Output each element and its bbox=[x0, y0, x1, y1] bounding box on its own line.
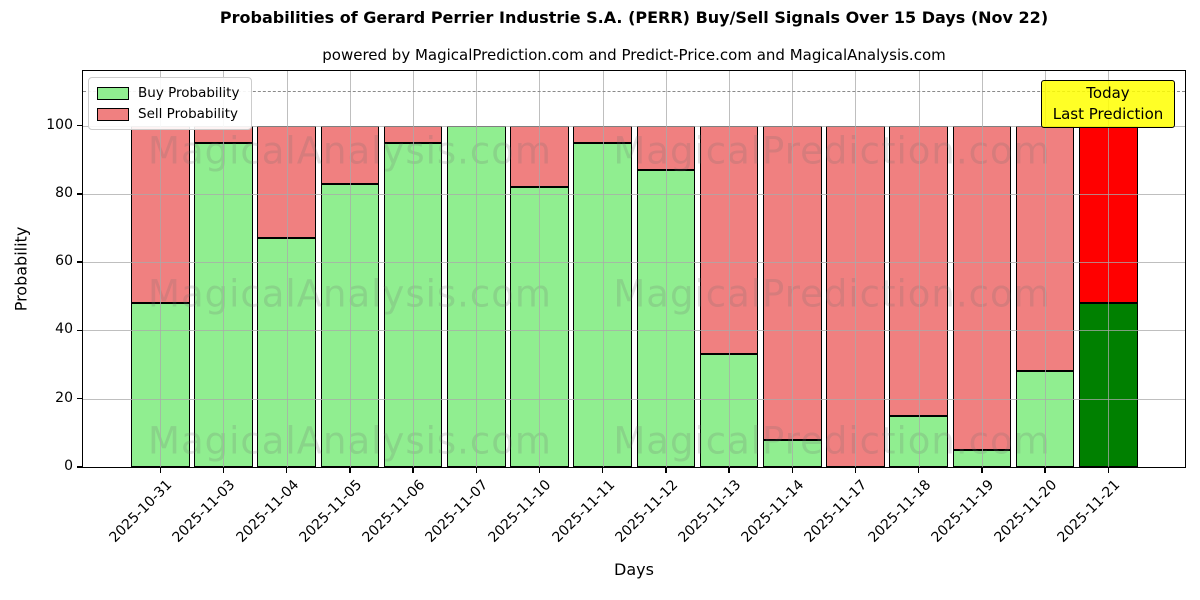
y-tick-mark-100 bbox=[77, 124, 82, 127]
sell-swatch-icon bbox=[97, 107, 129, 121]
x-axis-title: Days bbox=[614, 560, 654, 579]
x-tick-mark-2025-11-19 bbox=[981, 468, 983, 473]
y-tick-mark-0 bbox=[77, 466, 82, 468]
gridline-v-2025-11-19 bbox=[981, 71, 983, 467]
gridline-h-40 bbox=[83, 330, 1185, 332]
gridline-h-20 bbox=[83, 398, 1185, 400]
x-tick-label-2025-11-21: 2025-11-21 bbox=[1054, 477, 1124, 546]
x-tick-mark-2025-11-06 bbox=[412, 468, 414, 473]
chart-title: Probabilities of Gerard Perrier Industri… bbox=[219, 8, 1049, 27]
x-tick-label-2025-11-05: 2025-11-05 bbox=[296, 477, 366, 546]
legend: Buy Probability Sell Probability bbox=[88, 77, 253, 130]
x-tick-label-2025-10-31: 2025-10-31 bbox=[106, 477, 176, 546]
x-tick-mark-2025-11-05 bbox=[349, 468, 351, 473]
watermark-1-0: MagicalAnalysis.com bbox=[148, 272, 552, 316]
x-tick-label-2025-11-18: 2025-11-18 bbox=[865, 477, 934, 546]
today-annotation-line1: Today bbox=[1086, 84, 1130, 102]
today-annotation: Today Last Prediction bbox=[1041, 80, 1175, 128]
x-tick-label-2025-11-04: 2025-11-04 bbox=[233, 477, 302, 546]
plot-area: Buy Probability Sell Probability Today L… bbox=[82, 70, 1186, 468]
x-tick-label-2025-11-07: 2025-11-07 bbox=[422, 477, 492, 546]
watermark-0-0: MagicalAnalysis.com bbox=[148, 129, 552, 173]
gridline-h-100 bbox=[83, 125, 1185, 127]
y-tick-label-80: 80 bbox=[55, 184, 73, 201]
gridline-v-2025-11-03 bbox=[223, 71, 225, 467]
x-tick-mark-2025-11-20 bbox=[1044, 468, 1046, 473]
watermark-1-1: MagicalPrediction.com bbox=[613, 272, 1051, 316]
gridline-v-2025-11-04 bbox=[286, 71, 288, 467]
watermark-2-1: MagicalPrediction.com bbox=[613, 419, 1051, 463]
gridline-v-2025-11-10 bbox=[539, 71, 541, 467]
gridline-v-2025-11-11 bbox=[602, 71, 604, 467]
x-tick-label-2025-11-12: 2025-11-12 bbox=[612, 477, 682, 546]
gridline-v-2025-11-17 bbox=[855, 71, 857, 467]
gridline-v-2025-11-14 bbox=[792, 71, 794, 467]
gridline-v-2025-11-20 bbox=[1045, 71, 1047, 467]
gridline-v-2025-11-21 bbox=[1108, 71, 1110, 467]
x-tick-mark-2025-11-07 bbox=[475, 468, 477, 473]
x-tick-mark-2025-11-11 bbox=[601, 468, 604, 473]
gridline-h-80 bbox=[83, 193, 1185, 195]
legend-buy-label: Buy Probability bbox=[138, 85, 240, 101]
y-tick-mark-60 bbox=[77, 261, 82, 263]
x-tick-label-2025-11-06: 2025-11-06 bbox=[359, 477, 429, 546]
x-tick-mark-2025-11-13 bbox=[728, 468, 730, 473]
x-tick-mark-2025-11-10 bbox=[538, 468, 541, 473]
gridline-v-2025-11-07 bbox=[476, 71, 478, 467]
y-tick-label-20: 20 bbox=[55, 389, 73, 406]
y-tick-label-100: 100 bbox=[46, 116, 73, 133]
y-tick-label-40: 40 bbox=[55, 321, 73, 338]
reference-dashed-line bbox=[83, 91, 1185, 93]
x-tick-mark-2025-11-04 bbox=[285, 468, 288, 473]
y-axis-title: Probability bbox=[11, 226, 31, 312]
gridline-v-2025-11-06 bbox=[413, 71, 415, 467]
watermark-0-1: MagicalPrediction.com bbox=[613, 129, 1051, 173]
y-tick-label-0: 0 bbox=[64, 458, 73, 474]
x-tick-mark-2025-11-03 bbox=[222, 468, 225, 473]
x-tick-label-2025-11-10: 2025-11-10 bbox=[485, 477, 555, 546]
legend-sell-label: Sell Probability bbox=[138, 106, 239, 122]
gridline-v-2025-11-05 bbox=[349, 71, 351, 467]
x-tick-label-2025-11-17: 2025-11-17 bbox=[801, 477, 871, 546]
watermark-2-0: MagicalAnalysis.com bbox=[148, 419, 552, 463]
y-tick-label-60: 60 bbox=[55, 253, 73, 270]
gridline-v-2025-10-31 bbox=[160, 71, 162, 467]
legend-item-buy: Buy Probability bbox=[97, 85, 239, 101]
x-tick-label-2025-11-14: 2025-11-14 bbox=[738, 477, 808, 546]
buy-swatch-icon bbox=[97, 86, 129, 100]
x-tick-mark-2025-11-12 bbox=[665, 468, 667, 473]
x-tick-mark-2025-11-18 bbox=[917, 468, 920, 473]
x-tick-label-2025-11-11: 2025-11-11 bbox=[549, 477, 618, 546]
y-tick-mark-80 bbox=[77, 193, 82, 195]
x-tick-label-2025-11-13: 2025-11-13 bbox=[675, 477, 745, 546]
x-tick-mark-2025-10-31 bbox=[159, 468, 161, 473]
x-tick-label-2025-11-20: 2025-11-20 bbox=[991, 477, 1061, 546]
x-tick-mark-2025-11-14 bbox=[791, 468, 793, 473]
y-tick-mark-40 bbox=[77, 329, 82, 332]
x-tick-mark-2025-11-21 bbox=[1107, 468, 1109, 473]
y-tick-mark-20 bbox=[77, 397, 82, 400]
legend-item-sell: Sell Probability bbox=[97, 106, 239, 122]
gridline-v-2025-11-18 bbox=[918, 71, 920, 467]
x-tick-label-2025-11-03: 2025-11-03 bbox=[169, 477, 239, 546]
gridline-h-60 bbox=[83, 262, 1185, 264]
today-annotation-line2: Last Prediction bbox=[1052, 105, 1164, 123]
chart-subtitle: powered by MagicalPrediction.com and Pre… bbox=[322, 46, 946, 64]
gridline-v-2025-11-12 bbox=[665, 71, 667, 467]
gridline-v-2025-11-13 bbox=[729, 71, 731, 467]
x-tick-label-2025-11-19: 2025-11-19 bbox=[928, 477, 998, 546]
x-tick-mark-2025-11-17 bbox=[854, 468, 857, 473]
